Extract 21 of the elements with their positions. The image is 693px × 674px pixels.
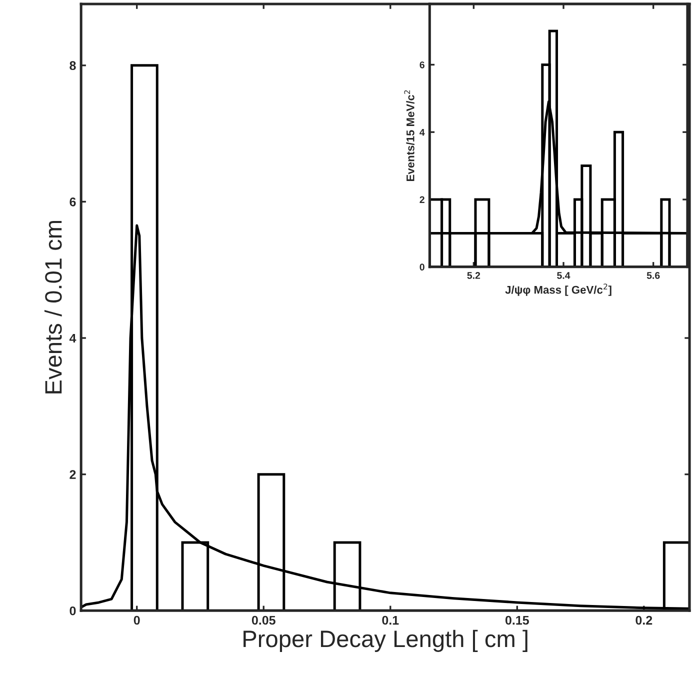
x-tick-label: 0.05	[252, 616, 276, 625]
x-tick-label: 0.1	[382, 616, 399, 625]
y-tick-label: 6	[420, 61, 424, 68]
y-tick-label: 8	[70, 61, 76, 70]
y-axis-title: Events/15 MeV/c$^{2}$	[404, 90, 414, 181]
y-tick-label: 0	[420, 264, 424, 271]
y-tick-label: 2	[420, 196, 424, 204]
y-tick-label: 4	[69, 334, 76, 343]
y-tick-label: 4	[420, 128, 425, 136]
x-tick-label: 0.2	[636, 616, 652, 625]
y-axis-title: Events / 0.01 cm	[44, 220, 62, 394]
x-tick-label: 0.15	[505, 616, 529, 625]
y-tick-label: 6	[70, 198, 76, 206]
y-tick-label: 2	[70, 470, 76, 479]
x-tick-label: 5.4	[557, 272, 570, 279]
x-tick-label: 5.6	[646, 272, 660, 279]
x-axis-title: J/ψφ Mass [ GeV/c$^{2}$]	[505, 284, 612, 296]
x-tick-label: 5.2	[467, 272, 480, 279]
y-tick-label: 0	[70, 606, 76, 616]
x-tick-label: 0	[134, 616, 140, 625]
x-axis-title: Proper Decay Length [ cm ]	[244, 630, 528, 652]
